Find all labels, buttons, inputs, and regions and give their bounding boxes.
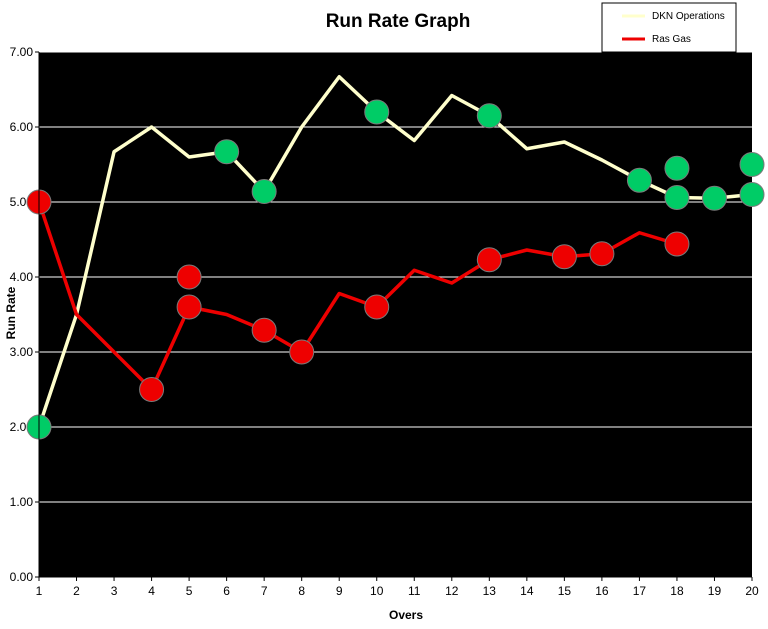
y-tick-label: 1.00 [10,495,34,509]
x-tick-label: 17 [633,584,647,598]
x-tick-label: 12 [445,584,459,598]
y-tick-label: 4.00 [10,270,34,284]
x-tick-label: 8 [298,584,305,598]
wicket-marker-dkn-operations [364,99,390,125]
wicket-marker-dkn-operations [626,167,652,193]
x-tick-label: 4 [148,584,155,598]
x-tick-label: 16 [595,584,609,598]
wicket-marker-dkn-operations [214,139,240,165]
y-tick-label: 0.00 [10,570,34,584]
wicket-marker-dkn-operations [701,185,727,211]
wicket-marker-dkn-operations [664,185,690,210]
wicket-markers [26,99,765,440]
wicket-marker-ras-gas [139,377,165,402]
wicket-marker-ras-gas [251,317,277,343]
wicket-marker-ras-gas [364,294,390,320]
wicket-marker-ras-gas [589,241,615,267]
wicket-marker-dkn-operations [739,152,765,177]
wicket-marker-ras-gas [289,339,315,365]
wicket-marker-dkn-operations [664,155,690,181]
wicket-marker-ras-gas [664,231,690,257]
x-tick-label: 13 [483,584,497,598]
plot-area [39,52,752,577]
wicket-marker-ras-gas [551,244,577,270]
x-tick-label: 9 [336,584,343,598]
x-tick-label: 15 [558,584,572,598]
chart-title: Run Rate Graph [326,11,471,32]
x-tick-label: 11 [408,584,421,598]
legend-box [601,2,737,53]
x-tick-label: 3 [111,584,118,598]
wicket-marker-ras-gas [476,247,502,273]
wicket-marker-dkn-operations [476,103,502,129]
x-tick-label: 14 [520,584,534,598]
x-tick-label: 6 [223,584,230,598]
legend-label-rasgas: Ras Gas [652,34,691,45]
gridlines [35,51,752,578]
y-axis-label: Run Rate [4,286,18,339]
x-tick-label: 7 [261,584,268,598]
wicket-marker-dkn-operations [251,179,277,204]
x-axis-label: Overs [389,608,423,622]
wicket-marker-ras-gas [176,294,202,320]
y-tick-label: 7.00 [10,45,34,59]
legend: DKN Operations Ras Gas [601,2,737,53]
x-tick-label: 2 [73,584,80,598]
y-tick-label: 6.00 [10,120,34,134]
wicket-marker-ras-gas [176,264,202,290]
x-tick-label: 5 [186,584,193,598]
wicket-marker-dkn-operations [739,182,765,207]
x-tick-label: 20 [745,584,759,598]
x-tick-label: 19 [708,584,722,598]
x-axis-ticks: 1 2 3 4 5 6 7 8 9 10 11 12 13 14 15 16 17 18 19 20 [36,577,759,598]
x-tick-label: 1 [36,584,43,598]
y-tick-label: 3.00 [10,345,34,359]
x-tick-label: 18 [670,584,684,598]
x-tick-label: 10 [370,584,384,598]
legend-label-dkn: DKN Operations [652,11,725,22]
